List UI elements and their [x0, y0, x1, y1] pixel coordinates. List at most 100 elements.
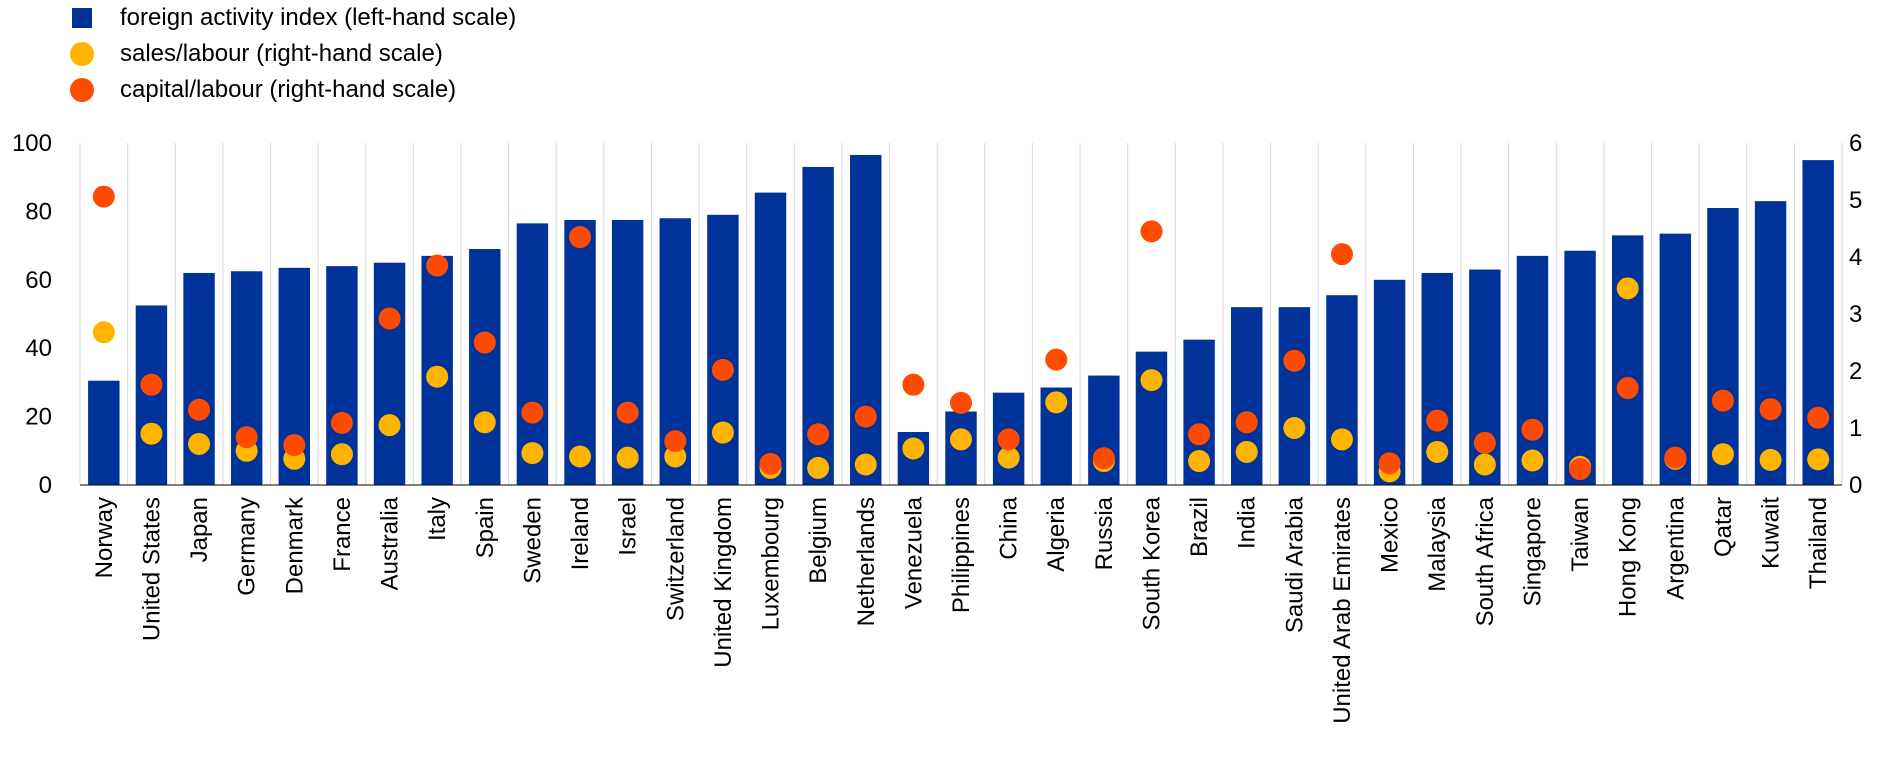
bar-israel [611, 219, 644, 485]
capital-labour-dot-germany [235, 426, 258, 449]
legend-swatch-capital-dot [70, 78, 94, 102]
sales-labour-dot-netherlands [854, 453, 877, 476]
category-label: Australia [377, 496, 404, 590]
sales-labour-dot-japan [188, 432, 211, 455]
sales-labour-dot-south-korea [1140, 369, 1163, 392]
category-label: Germany [234, 497, 261, 596]
capital-labour-dot-netherlands [854, 405, 877, 428]
category-label: Switzerland [662, 497, 689, 621]
capital-labour-dot-united-arab-emirates [1330, 243, 1353, 266]
capital-labour-dot-sweden [521, 401, 544, 424]
category-label: Japan [186, 497, 213, 562]
capital-labour-dot-malaysia [1426, 409, 1449, 432]
bar-netherlands [850, 154, 882, 485]
legend: foreign activity index (left-hand scale)… [70, 0, 517, 108]
legend-swatch-bar [72, 8, 92, 28]
capital-labour-dot-south-africa [1473, 431, 1496, 454]
capital-labour-dot-switzerland [664, 430, 687, 453]
category-label: Qatar [1710, 497, 1737, 557]
sales-labour-dot-spain [473, 411, 496, 434]
category-label: Brazil [1186, 497, 1213, 557]
left-axis-tick-label: 60 [25, 267, 52, 294]
capital-labour-dot-hong-kong [1616, 377, 1639, 400]
category-label: Netherlands [853, 497, 880, 626]
sales-labour-dot-singapore [1521, 449, 1544, 472]
category-label: Belgium [805, 497, 832, 584]
sales-labour-dot-united-arab-emirates [1330, 428, 1353, 451]
sales-labour-dot-algeria [1045, 391, 1068, 414]
bar-argentina [1659, 233, 1692, 485]
capital-labour-dot-taiwan [1569, 458, 1592, 481]
category-label: Venezuela [900, 496, 927, 609]
capital-labour-dot-china [997, 428, 1020, 451]
bar-united-arab-emirates [1326, 295, 1358, 485]
category-label: South Africa [1472, 496, 1499, 626]
legend-label-capital-labour: capital/labour (right-hand scale) [120, 76, 457, 103]
capital-labour-dot-france [330, 411, 353, 434]
category-label: Sweden [519, 497, 546, 584]
category-label: Mexico [1377, 497, 1404, 573]
capital-labour-dot-india [1235, 411, 1258, 434]
category-label: Thailand [1805, 497, 1832, 589]
category-label: Argentina [1662, 496, 1689, 599]
capital-labour-dot-denmark [283, 434, 306, 457]
capital-labour-dot-argentina [1664, 446, 1687, 469]
bar-luxembourg [754, 192, 787, 485]
legend-item-sales-labour: sales/labour (right-hand scale) [70, 36, 516, 72]
left-axis-tick-label: 20 [25, 404, 52, 431]
capital-labour-dot-philippines [950, 391, 972, 414]
bar-saudi-arabia [1278, 307, 1311, 485]
category-label: India [1234, 496, 1261, 549]
left-axis-tick-label: 40 [25, 335, 52, 362]
category-label: Spain [472, 497, 499, 558]
bar-singapore [1516, 255, 1549, 485]
right-axis-tick-label: 4 [1849, 244, 1862, 271]
capital-labour-dot-singapore [1521, 418, 1544, 441]
category-label: France [329, 497, 356, 572]
legend-label-foreign-activity: foreign activity index (left-hand scale) [120, 4, 517, 31]
category-label: United Kingdom [710, 497, 737, 668]
capital-labour-dot-luxembourg [759, 452, 782, 475]
right-axis-tick-label: 1 [1849, 415, 1862, 442]
category-label: Singapore [1519, 497, 1546, 606]
bar-sweden [516, 223, 549, 485]
sales-labour-dot-france [330, 443, 353, 466]
capital-labour-dot-israel [616, 401, 639, 424]
category-label: Kuwait [1758, 497, 1785, 569]
sales-labour-dot-norway [92, 321, 115, 344]
right-axis-tick-label: 0 [1849, 472, 1862, 499]
right-axis-tick-label: 6 [1849, 130, 1862, 157]
legend-item-capital-labour: capital/labour (right-hand scale) [70, 72, 516, 108]
sales-labour-dot-switzerland [664, 445, 687, 468]
sales-labour-dot-india [1235, 440, 1258, 463]
bar-australia [373, 262, 406, 485]
category-label: Luxembourg [758, 497, 785, 630]
category-label: Russia [1091, 496, 1118, 570]
category-label: Italy [424, 497, 451, 541]
capital-labour-dot-japan [188, 398, 211, 421]
category-label: Algeria [1043, 496, 1070, 571]
capital-labour-dot-kuwait [1759, 398, 1782, 421]
category-label: United States [138, 497, 165, 641]
capital-labour-dot-russia [1092, 447, 1115, 470]
capital-labour-dot-mexico [1378, 452, 1401, 475]
sales-labour-dot-philippines [950, 428, 972, 451]
dot-layer [92, 185, 1830, 483]
bar-taiwan [1564, 250, 1596, 485]
capital-labour-dot-norway [92, 185, 115, 208]
bar-hong-kong [1611, 235, 1644, 485]
sales-labour-dot-belgium [807, 456, 830, 479]
category-label: Norway [91, 497, 118, 578]
bar-kuwait [1754, 201, 1787, 485]
bar-qatar [1707, 207, 1739, 486]
sales-labour-dot-china [997, 446, 1020, 469]
bar-mexico [1373, 279, 1406, 485]
sales-labour-dot-hong-kong [1616, 277, 1639, 300]
category-label: China [996, 496, 1023, 559]
left-axis-tick-label: 100 [12, 130, 52, 157]
left-axis-tick-label: 0 [39, 472, 52, 499]
category-label: Israel [615, 497, 642, 556]
capital-labour-dot-saudi-arabia [1283, 349, 1306, 372]
bar-united-kingdom [707, 214, 739, 485]
